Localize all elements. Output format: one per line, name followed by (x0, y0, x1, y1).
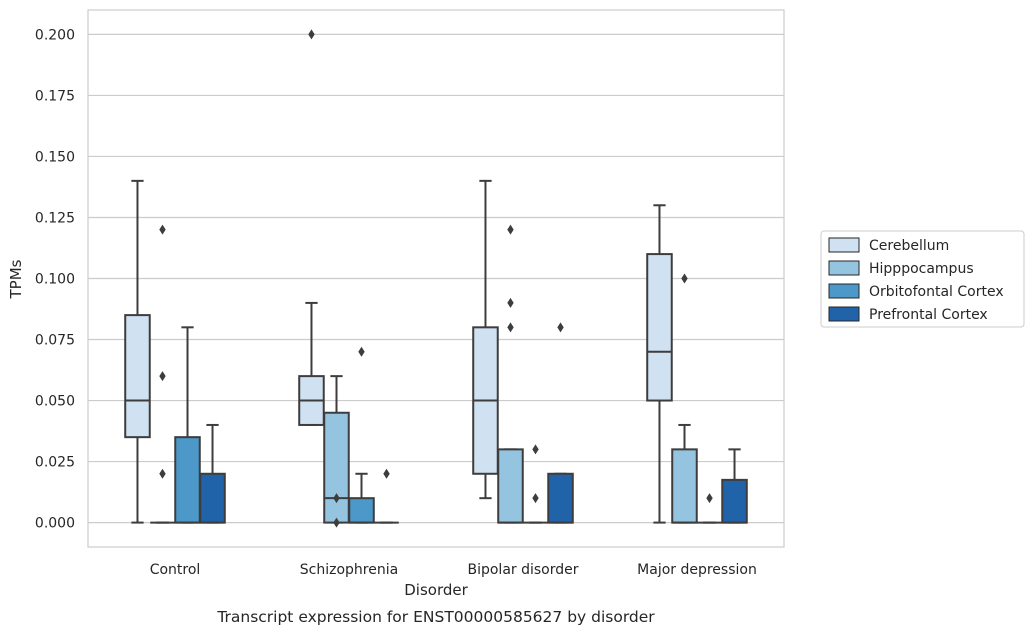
y-tick-label: 0.100 (35, 272, 75, 288)
outlier-point (507, 297, 514, 308)
boxes (124, 29, 748, 528)
box-prefrontal-cortex (547, 322, 574, 524)
box-iqr (547, 472, 574, 524)
y-tick-label: 0.200 (35, 27, 75, 43)
outlier-point (358, 346, 365, 357)
outlier-point (507, 224, 514, 235)
outlier-point (159, 468, 166, 479)
box-cerebellum (472, 179, 499, 500)
legend-swatch (828, 237, 860, 253)
box-iqr (199, 472, 226, 524)
y-tick-label: 0.150 (35, 149, 75, 165)
outlier-point (308, 29, 315, 40)
box-iqr (124, 314, 151, 439)
legend-entry-label: Prefrontal Cortex (869, 307, 988, 323)
box-iqr (721, 478, 748, 524)
chart-caption: Transcript expression for ENST0000058562… (216, 608, 655, 626)
legend-entry-label: Cerebellum (869, 238, 949, 254)
box-cerebellum (298, 29, 325, 426)
box-orbitofontal-cortex (697, 493, 722, 524)
box-iqr (646, 253, 673, 402)
y-axis-label: TPMs (7, 259, 25, 299)
outlier-point (557, 322, 564, 333)
legend-frame (820, 230, 1025, 328)
outlier-point (507, 322, 514, 333)
legend-swatch (828, 306, 860, 322)
outlier-point (159, 224, 166, 235)
box-iqr (497, 448, 524, 524)
box-prefrontal-cortex (721, 448, 748, 524)
y-tick-label: 0.025 (35, 455, 75, 471)
x-tick-label: Bipolar disorder (467, 562, 578, 578)
box-hipppocampus (323, 375, 350, 528)
box-iqr (174, 436, 201, 524)
y-axis-ticks: 0.000 0.025 0.050 0.075 0.100 0.125 0.150 0.175… (35, 27, 75, 531)
y-tick-label: 0.075 (35, 333, 75, 349)
outlier-point (333, 493, 340, 504)
outlier-point (532, 493, 539, 504)
box-iqr (323, 411, 350, 524)
legend: Cerebellum Hipppocampus Orbitofontal Corte… (820, 230, 1025, 328)
x-axis-ticks: Control Schizophrenia Bipolar disorder Majo… (150, 562, 757, 578)
x-tick-label: Schizophrenia (300, 562, 398, 578)
y-tick-label: 0.125 (35, 210, 75, 226)
box-iqr (348, 497, 375, 524)
x-tick-label: Major depression (637, 562, 757, 578)
y-tick-label: 0.175 (35, 88, 75, 104)
outlier-point (681, 273, 688, 284)
x-axis-label: Disorder (404, 581, 468, 599)
box-cerebellum (646, 204, 673, 524)
y-tick-label: 0.000 (35, 516, 75, 532)
box-cerebellum (124, 179, 151, 524)
legend-entry-label: Orbitofontal Cortex (869, 284, 1004, 300)
outlier-point (159, 371, 166, 382)
box-prefrontal-cortex (199, 423, 226, 524)
box-hipppocampus (497, 224, 524, 524)
outlier-point (383, 468, 390, 479)
outlier-point (532, 444, 539, 455)
box-orbitofontal-cortex (523, 444, 548, 524)
y-tick-label: 0.050 (35, 394, 75, 410)
box-iqr (671, 448, 698, 524)
plot-area-frame (87, 9, 785, 548)
box-orbitofontal-cortex (348, 346, 375, 524)
outlier-point (706, 493, 713, 504)
outlier-point (333, 517, 340, 528)
legend-swatch (828, 283, 860, 299)
box-hipppocampus (671, 273, 698, 524)
box-hipppocampus (150, 224, 175, 524)
box-prefrontal-cortex (374, 468, 399, 524)
x-tick-label: Control (150, 562, 201, 578)
legend-entry-label: Hipppocampus (869, 261, 974, 277)
legend-swatch (828, 260, 860, 276)
